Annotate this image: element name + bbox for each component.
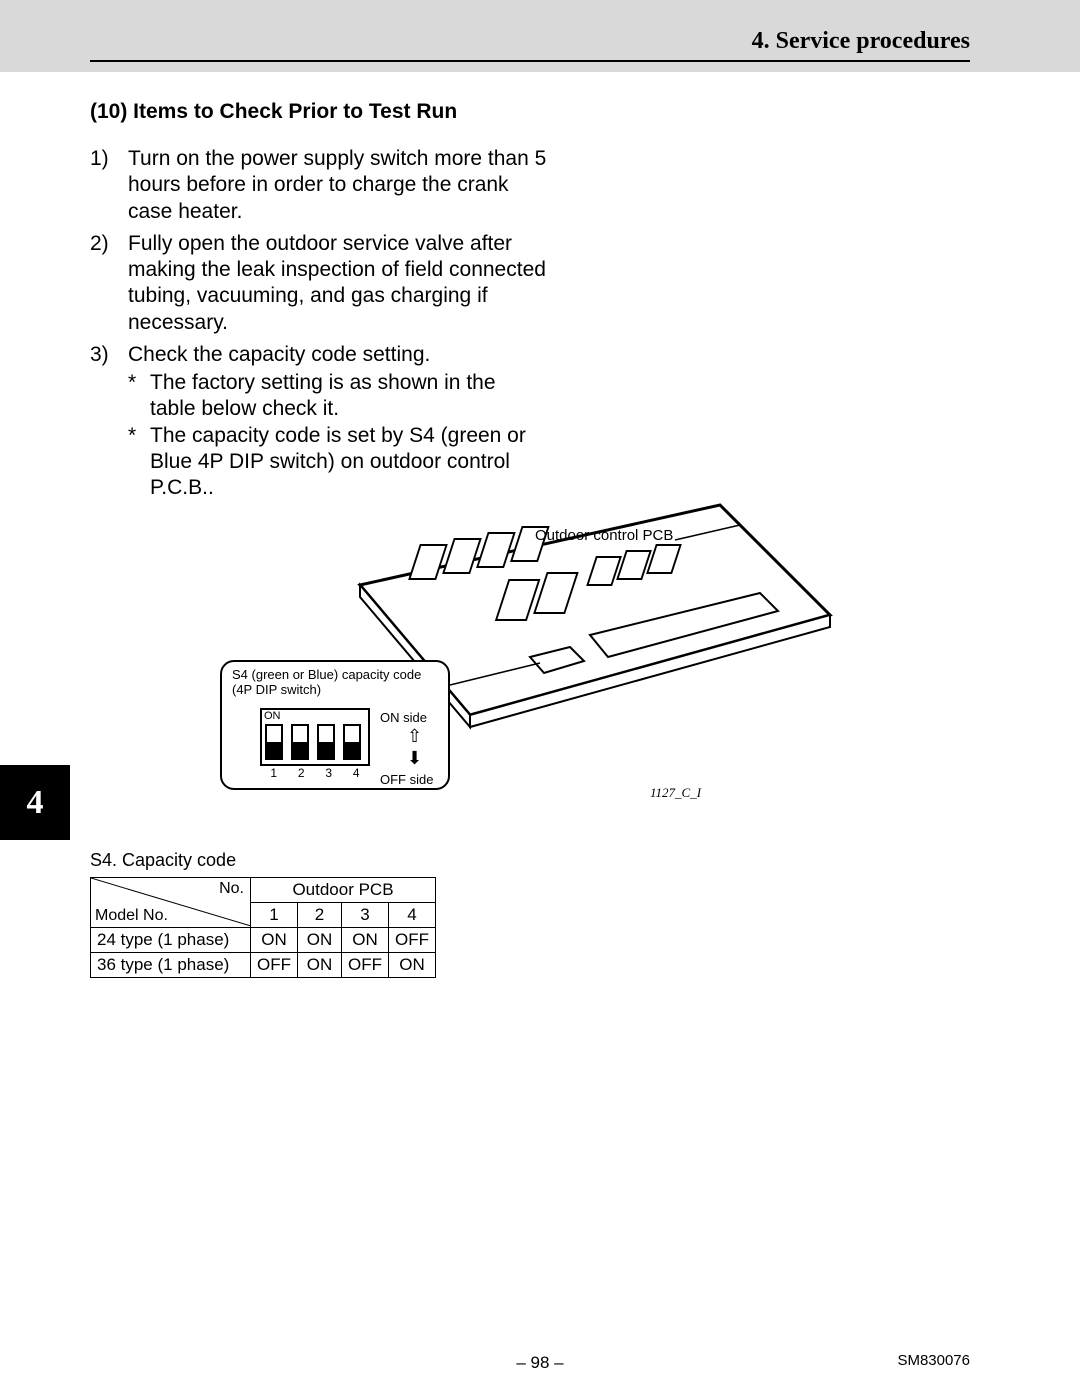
pcb-label: Outdoor control PCB bbox=[535, 527, 673, 544]
cell: ON bbox=[342, 928, 389, 953]
instruction-number: 1) bbox=[90, 146, 128, 225]
asterisk-icon: * bbox=[128, 423, 150, 502]
row-axis-label: Model No. bbox=[95, 907, 168, 925]
capacity-table: No. Model No. Outdoor PCB 1 2 3 4 24 typ… bbox=[90, 877, 436, 978]
capacity-table-section: S4. Capacity code No. Model No. Outdoor … bbox=[90, 850, 436, 978]
cell: ON bbox=[251, 928, 298, 953]
asterisk-icon: * bbox=[128, 370, 150, 423]
row-label: 36 type (1 phase) bbox=[91, 953, 251, 978]
figure-code: 1127_C_I bbox=[650, 785, 701, 801]
instruction-list: 1) Turn on the power supply switch more … bbox=[90, 146, 990, 501]
sub-list: * The factory setting is as shown in the… bbox=[128, 370, 540, 501]
dip-num: 1 bbox=[270, 766, 277, 780]
diagonal-header-cell: No. Model No. bbox=[91, 878, 251, 928]
table-row: 36 type (1 phase) OFF ON OFF ON bbox=[91, 953, 436, 978]
dip-switch-graphic: ON 1 2 3 4 ON side ⇧ ⬇ OFF side bbox=[232, 704, 440, 774]
chapter-tab: 4 bbox=[0, 765, 70, 840]
dip-num: 3 bbox=[325, 766, 332, 780]
callout-line: S4 (green or Blue) capacity code bbox=[232, 668, 440, 683]
cell: OFF bbox=[251, 953, 298, 978]
arrow-down-icon: ⬇ bbox=[407, 748, 422, 769]
instruction-text: Fully open the outdoor service valve aft… bbox=[128, 231, 548, 336]
cell: OFF bbox=[342, 953, 389, 978]
off-side-label: OFF side bbox=[380, 772, 433, 787]
instruction-item: 2) Fully open the outdoor service valve … bbox=[90, 231, 990, 336]
instruction-body: Check the capacity code setting. * The f… bbox=[128, 342, 540, 502]
col-group-header: Outdoor PCB bbox=[251, 878, 436, 903]
instruction-item: 1) Turn on the power supply switch more … bbox=[90, 146, 990, 225]
instruction-number: 3) bbox=[90, 342, 128, 502]
sub-text: The factory setting is as shown in the t… bbox=[150, 370, 540, 423]
page-header: 4. Service procedures bbox=[0, 0, 1080, 72]
dip-num: 4 bbox=[353, 766, 360, 780]
row-label: 24 type (1 phase) bbox=[91, 928, 251, 953]
col-axis-label: No. bbox=[219, 880, 244, 898]
dip-num: 2 bbox=[298, 766, 305, 780]
chapter-title: 4. Service procedures bbox=[752, 28, 970, 55]
col-header: 2 bbox=[298, 903, 342, 928]
cell: ON bbox=[298, 953, 342, 978]
table-title: S4. Capacity code bbox=[90, 850, 436, 871]
pcb-diagram: Outdoor control PCB S4 (green or Blue) c… bbox=[200, 485, 900, 825]
dip-switch-1 bbox=[265, 724, 283, 760]
table-row: 24 type (1 phase) ON ON ON OFF bbox=[91, 928, 436, 953]
instruction-text: Turn on the power supply switch more tha… bbox=[128, 146, 548, 225]
dip-switch-3 bbox=[317, 724, 335, 760]
content-area: (10) Items to Check Prior to Test Run 1)… bbox=[90, 100, 990, 507]
arrow-up-icon: ⇧ bbox=[407, 726, 422, 747]
cell: OFF bbox=[389, 928, 436, 953]
dip-on-label: ON bbox=[264, 710, 281, 722]
dip-switch-2 bbox=[291, 724, 309, 760]
cell: ON bbox=[298, 928, 342, 953]
instruction-text: Check the capacity code setting. bbox=[128, 343, 430, 366]
section-heading: (10) Items to Check Prior to Test Run bbox=[90, 100, 990, 124]
dip-switch-callout: S4 (green or Blue) capacity code (4P DIP… bbox=[220, 660, 450, 790]
on-side-label: ON side bbox=[380, 710, 427, 725]
document-code: SM830076 bbox=[897, 1352, 970, 1369]
dip-switch-4 bbox=[343, 724, 361, 760]
col-header: 1 bbox=[251, 903, 298, 928]
cell: ON bbox=[389, 953, 436, 978]
sub-item: * The factory setting is as shown in the… bbox=[128, 370, 540, 423]
header-rule bbox=[90, 60, 970, 62]
callout-line: (4P DIP switch) bbox=[232, 683, 440, 698]
col-header: 4 bbox=[389, 903, 436, 928]
col-header: 3 bbox=[342, 903, 389, 928]
dip-numbers: 1 2 3 4 bbox=[260, 766, 370, 780]
instruction-number: 2) bbox=[90, 231, 128, 336]
instruction-item: 3) Check the capacity code setting. * Th… bbox=[90, 342, 990, 502]
